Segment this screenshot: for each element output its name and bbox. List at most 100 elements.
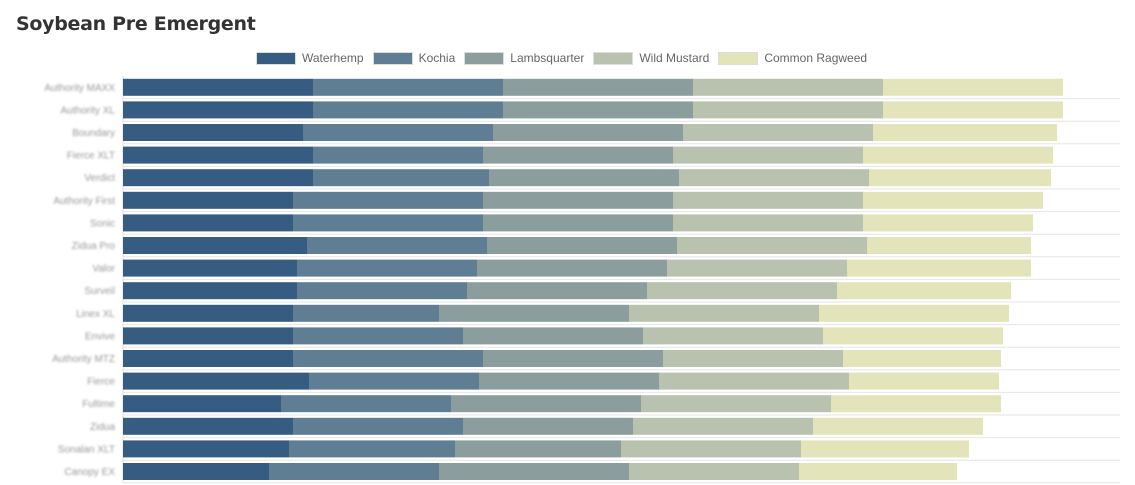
bar-segment-common-ragweed[interactable] xyxy=(863,146,1053,164)
bar-segment-wild-mustard[interactable] xyxy=(679,169,869,187)
category-label: Verdict xyxy=(84,173,115,184)
bar-segment-waterhemp[interactable] xyxy=(123,191,293,209)
bar-segment-waterhemp[interactable] xyxy=(123,237,307,254)
bar-segment-wild-mustard[interactable] xyxy=(629,463,799,480)
bar-segment-waterhemp[interactable] xyxy=(123,259,297,277)
bar-segment-lambsquarter[interactable] xyxy=(463,417,633,435)
bar-segment-wild-mustard[interactable] xyxy=(673,146,863,164)
bar-segment-lambsquarter[interactable] xyxy=(483,214,673,232)
bar-segment-wild-mustard[interactable] xyxy=(621,440,801,458)
bar-segment-common-ragweed[interactable] xyxy=(799,463,957,480)
bar-segment-kochia[interactable] xyxy=(313,101,503,119)
bar-segment-kochia[interactable] xyxy=(313,169,489,187)
bar-segment-kochia[interactable] xyxy=(269,463,439,480)
bar-segment-waterhemp[interactable] xyxy=(123,395,281,413)
category-label: Fultime xyxy=(82,399,115,410)
bar-segment-waterhemp[interactable] xyxy=(123,146,313,164)
bar-segment-kochia[interactable] xyxy=(281,395,451,413)
bar-segment-waterhemp[interactable] xyxy=(123,169,313,187)
bar-segment-common-ragweed[interactable] xyxy=(843,350,1001,367)
bar-segment-common-ragweed[interactable] xyxy=(837,282,1011,300)
bar-segment-common-ragweed[interactable] xyxy=(869,169,1051,187)
bar-segment-lambsquarter[interactable] xyxy=(463,327,643,345)
bar-segment-kochia[interactable] xyxy=(293,214,483,232)
bar-segment-common-ragweed[interactable] xyxy=(849,372,999,390)
bar-segment-common-ragweed[interactable] xyxy=(863,214,1033,232)
bar-segment-kochia[interactable] xyxy=(313,78,503,96)
bar-segment-wild-mustard[interactable] xyxy=(647,282,837,300)
bar-segment-common-ragweed[interactable] xyxy=(873,124,1057,141)
bar-segment-waterhemp[interactable] xyxy=(123,78,313,96)
bar-segment-lambsquarter[interactable] xyxy=(503,101,693,119)
bar-segment-waterhemp[interactable] xyxy=(123,372,309,390)
bar-segment-common-ragweed[interactable] xyxy=(863,191,1043,209)
bar-segment-lambsquarter[interactable] xyxy=(451,395,641,413)
bar-segment-lambsquarter[interactable] xyxy=(483,350,663,367)
bar-segment-waterhemp[interactable] xyxy=(123,282,297,300)
bar-segment-kochia[interactable] xyxy=(313,146,483,164)
bar-segment-kochia[interactable] xyxy=(293,417,463,435)
bar-segment-wild-mustard[interactable] xyxy=(667,259,847,277)
bar-segment-waterhemp[interactable] xyxy=(123,214,293,232)
legend-item-kochia[interactable]: Kochia xyxy=(372,51,456,65)
bar-segment-wild-mustard[interactable] xyxy=(643,327,823,345)
bar-segment-wild-mustard[interactable] xyxy=(641,395,831,413)
bar-segment-lambsquarter[interactable] xyxy=(477,259,667,277)
bar-segment-common-ragweed[interactable] xyxy=(867,237,1031,254)
bar-segment-waterhemp[interactable] xyxy=(123,101,313,119)
bar-segment-common-ragweed[interactable] xyxy=(847,259,1031,277)
bar-segment-wild-mustard[interactable] xyxy=(673,191,863,209)
bar-segment-lambsquarter[interactable] xyxy=(487,237,677,254)
bar-segment-kochia[interactable] xyxy=(303,124,493,141)
bar-segment-lambsquarter[interactable] xyxy=(439,463,629,480)
bar-segment-common-ragweed[interactable] xyxy=(801,440,969,458)
bar-segment-common-ragweed[interactable] xyxy=(813,417,983,435)
legend-item-wild-mustard[interactable]: Wild Mustard xyxy=(593,51,709,65)
bar-segment-kochia[interactable] xyxy=(293,304,439,322)
bar-segment-wild-mustard[interactable] xyxy=(693,78,883,96)
bar-segment-kochia[interactable] xyxy=(293,350,483,367)
bar-segment-lambsquarter[interactable] xyxy=(455,440,621,458)
legend-item-common-ragweed[interactable]: Common Ragweed xyxy=(718,51,867,65)
bar-segment-common-ragweed[interactable] xyxy=(831,395,1001,413)
bar-segment-wild-mustard[interactable] xyxy=(629,304,819,322)
bar-segment-wild-mustard[interactable] xyxy=(677,237,867,254)
bar-segment-waterhemp[interactable] xyxy=(123,124,303,141)
legend-item-waterhemp[interactable]: Waterhemp xyxy=(256,51,364,65)
category-label: Envive xyxy=(85,331,115,342)
bar-segment-lambsquarter[interactable] xyxy=(503,78,693,96)
bar-segment-common-ragweed[interactable] xyxy=(823,327,1003,345)
bar-segment-waterhemp[interactable] xyxy=(123,463,269,480)
bar-segment-waterhemp[interactable] xyxy=(123,327,293,345)
bar-segment-wild-mustard[interactable] xyxy=(659,372,849,390)
bar-segment-lambsquarter[interactable] xyxy=(479,372,659,390)
bar-segment-lambsquarter[interactable] xyxy=(483,146,673,164)
bar-segment-waterhemp[interactable] xyxy=(123,440,289,458)
bar-segment-lambsquarter[interactable] xyxy=(467,282,647,300)
bar-segment-lambsquarter[interactable] xyxy=(483,191,673,209)
bar-segment-lambsquarter[interactable] xyxy=(489,169,679,187)
bar-segment-wild-mustard[interactable] xyxy=(673,214,863,232)
bar-segment-kochia[interactable] xyxy=(297,282,467,300)
bar-segment-wild-mustard[interactable] xyxy=(633,417,813,435)
bar-segment-common-ragweed[interactable] xyxy=(819,304,1009,322)
bar-segment-kochia[interactable] xyxy=(293,327,463,345)
bar-segment-kochia[interactable] xyxy=(309,372,479,390)
legend-item-lambsquarter[interactable]: Lambsquarter xyxy=(464,51,584,65)
bar-segment-common-ragweed[interactable] xyxy=(883,101,1063,119)
bar-segment-waterhemp[interactable] xyxy=(123,304,293,322)
bar-segment-waterhemp[interactable] xyxy=(123,350,293,367)
legend-label: Kochia xyxy=(418,51,456,65)
bar-segment-wild-mustard[interactable] xyxy=(693,101,883,119)
bar-segment-lambsquarter[interactable] xyxy=(439,304,629,322)
bar-segment-wild-mustard[interactable] xyxy=(663,350,843,367)
bar-segment-lambsquarter[interactable] xyxy=(493,124,683,141)
bar-segment-waterhemp[interactable] xyxy=(123,417,293,435)
bar-segment-common-ragweed[interactable] xyxy=(883,78,1063,96)
bar-segment-kochia[interactable] xyxy=(293,191,483,209)
bar-segment-kochia[interactable] xyxy=(297,259,477,277)
bar-segment-kochia[interactable] xyxy=(307,237,487,254)
bar-segment-kochia[interactable] xyxy=(289,440,455,458)
category-label: Surveil xyxy=(84,286,115,297)
bar-segment-wild-mustard[interactable] xyxy=(683,124,873,141)
